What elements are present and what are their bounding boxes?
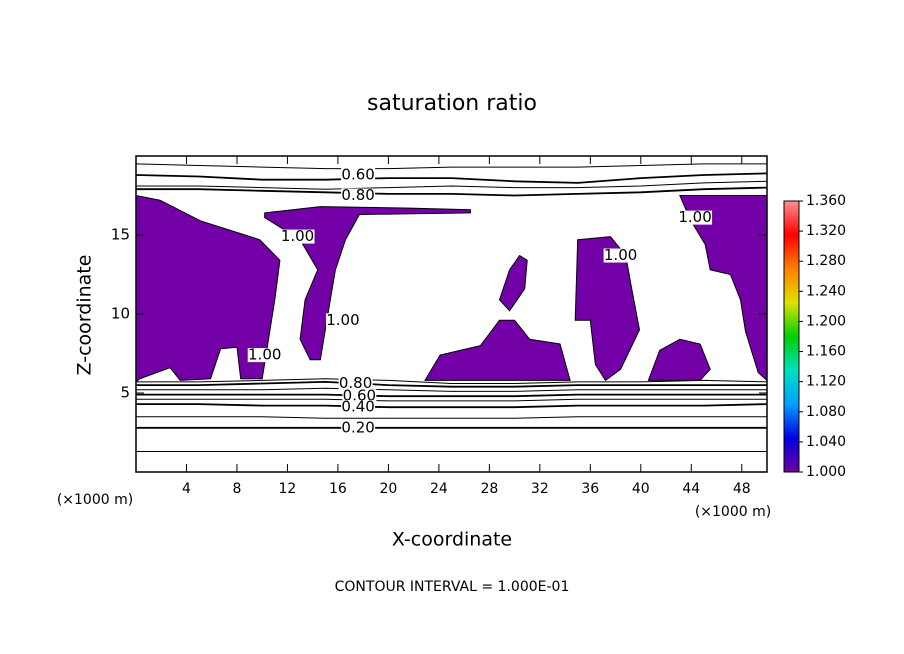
contour-label: 1.00	[248, 346, 281, 364]
colorbar-tick-label: 1.200	[806, 313, 846, 329]
contour-label: 0.40	[341, 398, 374, 416]
contour-label-bg	[603, 248, 638, 263]
contour-label-bg	[342, 389, 377, 404]
contour-line	[136, 163, 767, 170]
x-tick-label: 8	[232, 481, 241, 497]
contour-label-bg	[280, 229, 315, 244]
contour-label: 1.00	[326, 311, 359, 329]
contour-label: 1.00	[604, 246, 637, 264]
footnote: CONTOUR INTERVAL = 1.000E-01	[335, 579, 570, 595]
contour-line	[136, 393, 767, 398]
x-tick-label: 12	[279, 481, 297, 497]
contour-line	[136, 387, 767, 392]
contour-label-bg	[678, 210, 713, 225]
contour-line	[136, 378, 767, 384]
colorbar-tick-label: 1.280	[806, 253, 846, 269]
colorbar-tick-label: 1.240	[806, 283, 846, 299]
contour-line	[136, 186, 767, 197]
x-tick-label: 28	[480, 481, 498, 497]
contour-line	[136, 398, 767, 402]
contour-line	[136, 380, 767, 388]
filled-region	[136, 194, 281, 383]
x-tick-label: 36	[581, 481, 599, 497]
filled-region	[424, 319, 571, 381]
x-tick-label: 40	[632, 481, 650, 497]
filled-region	[679, 195, 767, 382]
contour-label-bg	[341, 188, 376, 203]
contour-label-bg	[341, 167, 376, 182]
x-tick-label: 48	[733, 481, 751, 497]
y-tick-label: 15	[111, 226, 130, 244]
contour-label: 0.60	[343, 387, 376, 405]
plot-area: 0.600.800.800.600.400.201.001.001.001.00…	[136, 163, 767, 452]
x-unit-label: (×1000 m)	[695, 504, 771, 520]
contour-label-bg	[341, 420, 376, 435]
y-tick-label: 5	[120, 384, 130, 402]
contour-line	[136, 403, 767, 409]
x-tick-label: 4	[182, 481, 191, 497]
contour-label-bg	[247, 348, 282, 363]
chart-title: saturation ratio	[367, 91, 537, 116]
contour-label: 0.20	[341, 418, 374, 436]
colorbar-tick-label: 1.080	[806, 404, 846, 420]
y-axis-label: Z-coordinate	[74, 255, 96, 376]
contour-label-bg	[341, 400, 376, 415]
x-unit-label: (×1000 m)	[57, 492, 133, 508]
colorbar-tick-label: 1.120	[806, 374, 846, 390]
x-axis-label: X-coordinate	[392, 529, 512, 551]
x-tick-label: 20	[379, 481, 397, 497]
x-tick-label: 24	[430, 481, 448, 497]
contour-label-bg	[338, 376, 373, 391]
colorbar-tick-label: 1.040	[806, 434, 846, 450]
contour-line	[136, 180, 767, 190]
filled-region	[647, 338, 711, 381]
colorbar-tick-label: 1.360	[806, 193, 846, 209]
filled-region	[498, 254, 528, 312]
contour-label: 0.80	[339, 374, 372, 392]
contour-label: 1.00	[678, 208, 711, 226]
y-tick-label: 10	[111, 305, 130, 323]
x-tick-label: 44	[682, 481, 700, 497]
contour-line	[136, 416, 767, 419]
x-tick-label: 16	[329, 481, 347, 497]
colorbar	[783, 200, 800, 473]
contour-line	[136, 172, 767, 184]
x-tick-label: 32	[531, 481, 549, 497]
contour-label: 0.60	[341, 165, 374, 183]
contour-label: 0.80	[341, 186, 374, 204]
colorbar-tick-label: 1.320	[806, 223, 846, 239]
colorbar-tick-label: 1.160	[806, 344, 846, 360]
contour-label-bg	[325, 313, 360, 328]
contour-label: 1.00	[281, 227, 314, 245]
colorbar-tick-label: 1.000	[806, 464, 846, 480]
